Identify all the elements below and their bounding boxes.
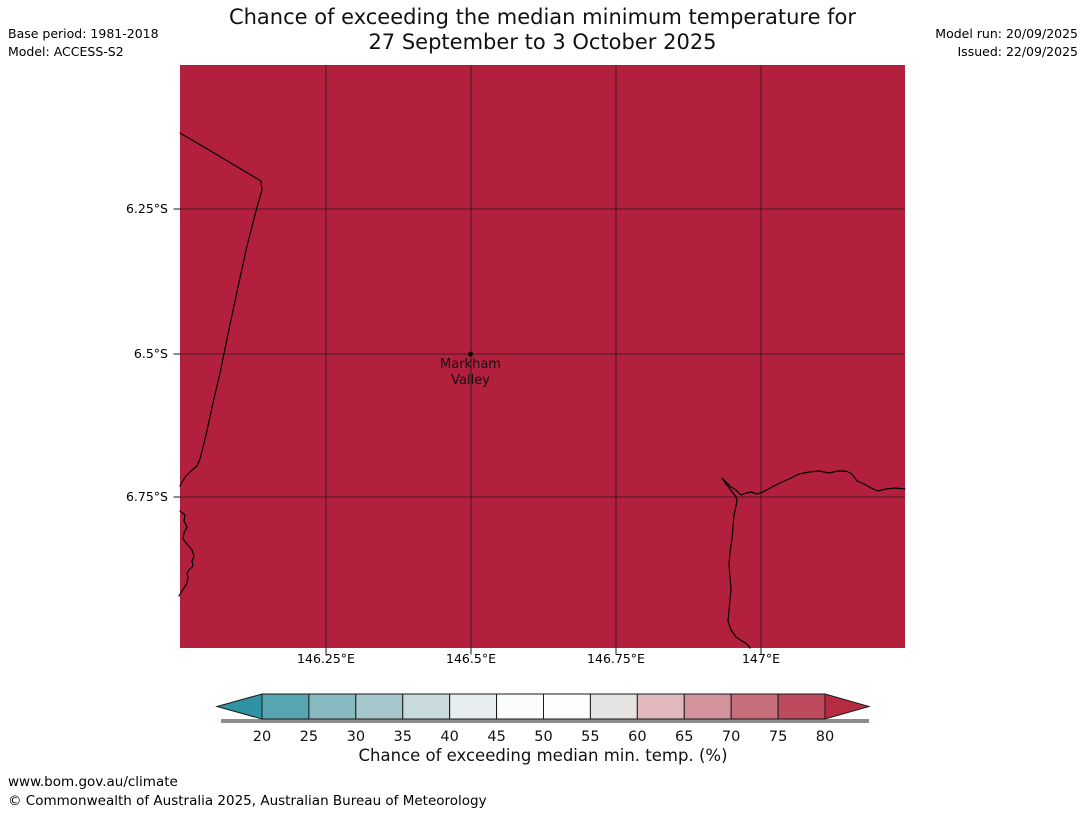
x-axis-tick-label: 146.75°E: [587, 651, 645, 666]
colorbar-tick-value: 55: [581, 729, 600, 745]
model-info-block: Base period: 1981-2018 Model: ACCESS-S2: [8, 25, 159, 60]
colorbar-segment: [402, 693, 451, 720]
colorbar-tick-value: 60: [628, 729, 647, 745]
place-marker-dot: [468, 351, 473, 357]
place-label-line2: Valley: [451, 373, 490, 388]
base-period-text: Base period: 1981-2018: [8, 26, 159, 41]
colorbar-segment: [589, 693, 638, 720]
page-title: Chance of exceeding the median minimum t…: [0, 5, 1085, 54]
coastline-northwest: [179, 132, 263, 487]
colorbar-tick-value: 40: [440, 729, 459, 745]
colorbar-title: Chance of exceeding median min. temp. (%…: [358, 746, 728, 765]
colorbar-segment: [543, 693, 591, 720]
coastline-huon-gulf: [721, 470, 906, 649]
colorbar-segment: [355, 693, 404, 720]
colorbar-tick-value: 25: [299, 729, 319, 745]
colorbar-tick-value: 45: [487, 729, 506, 745]
colorbar-over-arrow: [824, 693, 871, 720]
place-label-line1: Markham: [440, 357, 501, 372]
colorbar-under-arrow: [215, 693, 263, 720]
colorbar-segment: [496, 693, 545, 720]
coastlines: [178, 132, 906, 649]
colorbar-segment: [449, 693, 498, 720]
map-gridlines: [180, 65, 905, 648]
colorbar-tick-value: 75: [768, 729, 788, 745]
coastline-west-peninsula: [178, 510, 195, 597]
model-run-text: Model run: 20/09/2025: [935, 26, 1078, 41]
map-fill-region: [180, 65, 905, 648]
colorbar-tick-value: 50: [534, 729, 553, 745]
colorbar-tick-value: 65: [675, 729, 694, 745]
run-info-block: Model run: 20/09/2025 Issued: 22/09/2025: [935, 25, 1078, 60]
colorbar-tick-value: 80: [815, 729, 835, 745]
place-label-markham-valley: Markham Valley: [395, 357, 546, 389]
x-axis-tick-label: 146.25°E: [297, 651, 355, 666]
colorbar-segment: [308, 693, 357, 720]
colorbar-segment: [261, 693, 310, 720]
page-title-line1: Chance of exceeding the median minimum t…: [228, 5, 857, 29]
page-title-line2: 27 September to 3 October 2025: [368, 29, 717, 54]
x-axis-tick-label: 146.5°E: [446, 651, 496, 666]
colorbar-segment: [730, 693, 779, 720]
footer-copyright: © Commonwealth of Australia 2025, Austra…: [8, 793, 487, 809]
colorbar-segment: [777, 693, 826, 720]
axis-ticks: [173, 208, 762, 655]
colorbar-segments: [261, 693, 826, 720]
issued-text: Issued: 22/09/2025: [957, 43, 1079, 59]
colorbar-tick-value: 30: [346, 729, 366, 745]
model-name-text: Model: ACCESS-S2: [8, 43, 124, 59]
footer-url: www.bom.gov.au/climate: [8, 774, 178, 790]
colorbar-tick-value: 20: [252, 729, 272, 745]
colorbar-tick-value: 35: [393, 729, 412, 745]
y-axis-tick-label: 6.5°S: [133, 345, 168, 361]
y-axis-tick-label: 6.25°S: [125, 200, 168, 216]
colorbar-tick-value: 70: [721, 729, 741, 745]
colorbar-shadow: [221, 719, 869, 723]
y-axis-tick-label: 6.75°S: [125, 488, 168, 504]
colorbar-segment: [636, 693, 685, 720]
colorbar-segment: [683, 693, 732, 720]
colorbar: [215, 693, 871, 723]
x-axis-tick-label: 147°E: [741, 651, 780, 666]
